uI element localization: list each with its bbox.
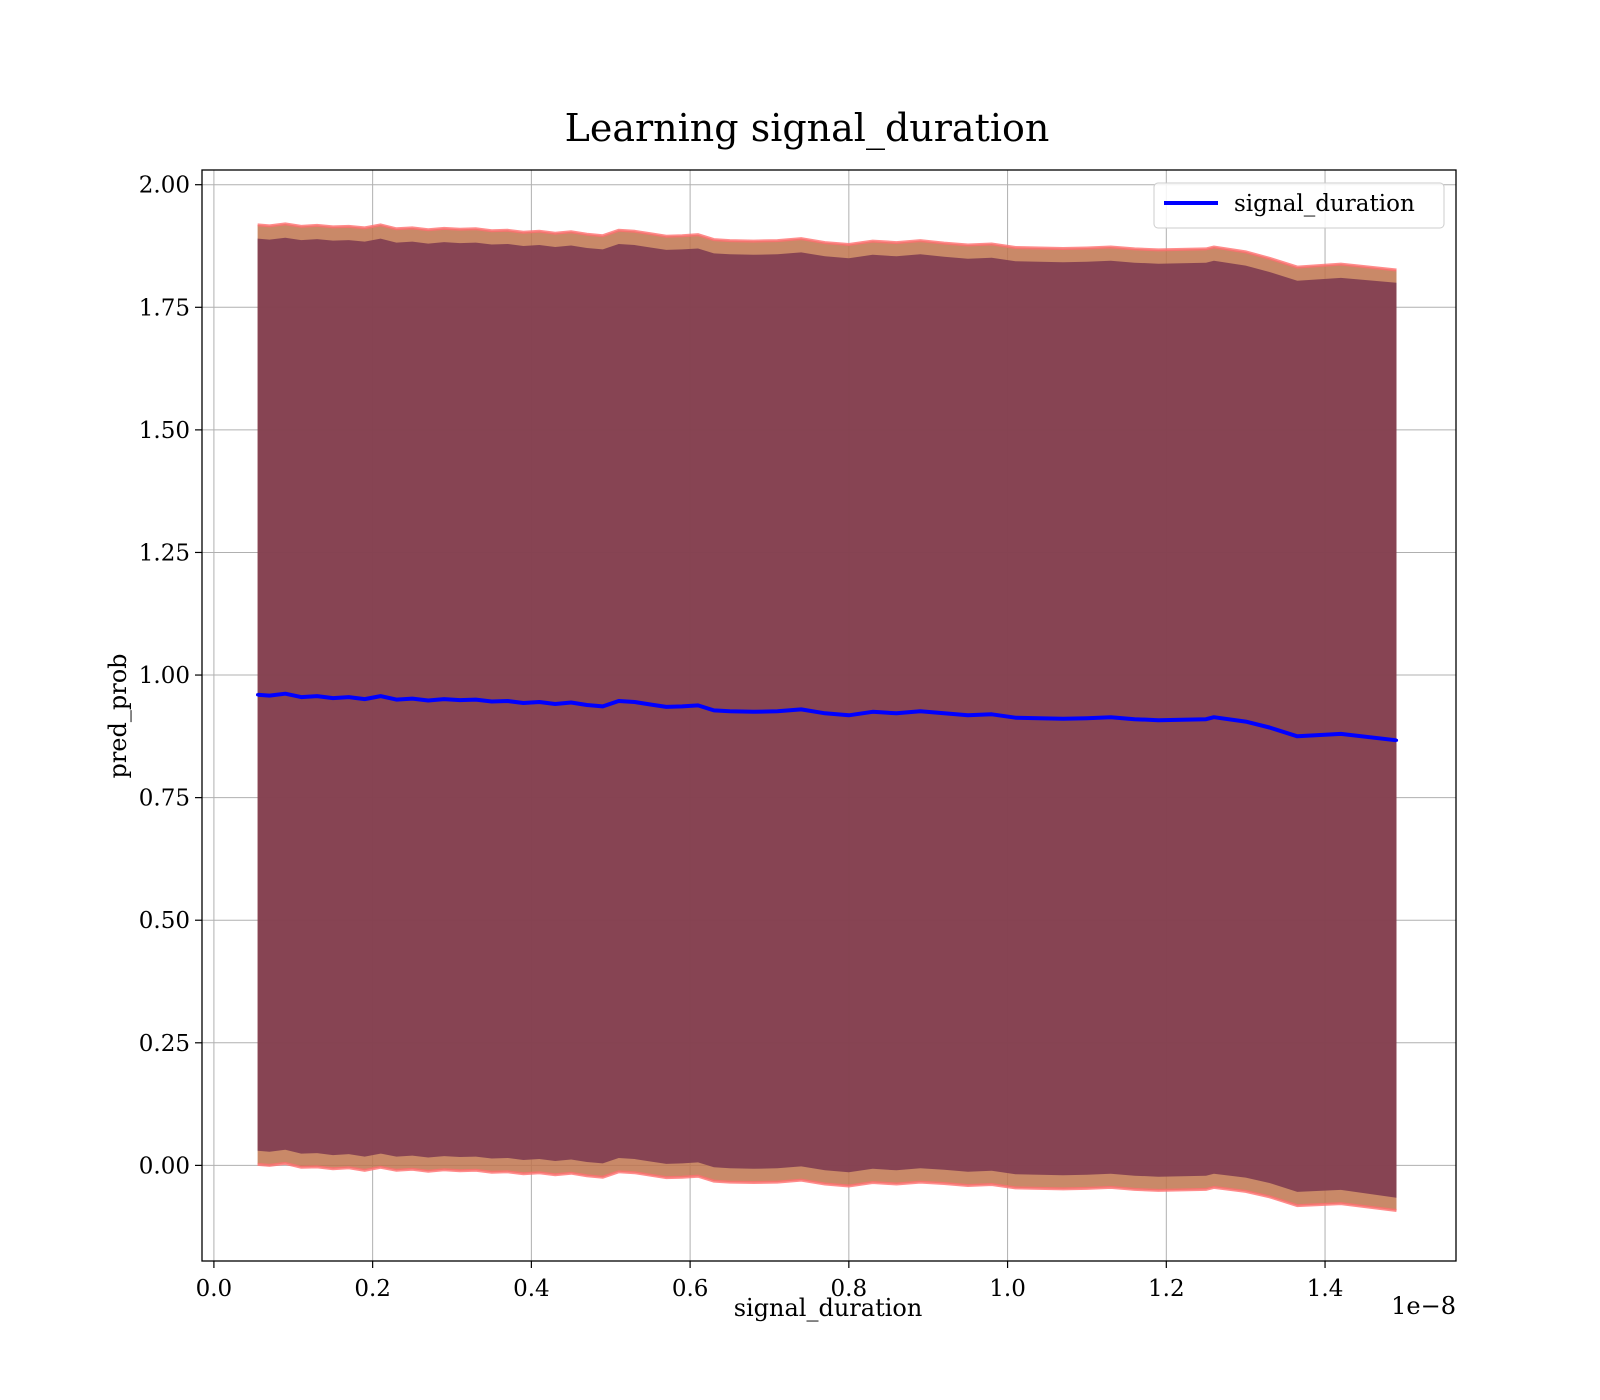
series-point bbox=[537, 700, 541, 704]
series-point bbox=[553, 702, 557, 706]
x-axis-offset-label: 1e−8 bbox=[1391, 1292, 1456, 1320]
x-tick-label: 1.0 bbox=[989, 1276, 1026, 1302]
y-tick-label: 0.50 bbox=[139, 908, 190, 934]
series-point bbox=[1156, 718, 1160, 722]
series-point bbox=[315, 694, 319, 698]
legend-label: signal_duration bbox=[1234, 191, 1415, 217]
series-point bbox=[601, 704, 605, 709]
series-point bbox=[775, 709, 780, 713]
series-point bbox=[823, 711, 827, 715]
legend: signal_duration bbox=[1153, 182, 1445, 229]
x-tick-label: 1.4 bbox=[1307, 1276, 1344, 1302]
series-point bbox=[299, 695, 303, 699]
y-tick-label: 1.50 bbox=[139, 418, 190, 444]
series-point bbox=[799, 707, 803, 712]
series-point bbox=[1037, 716, 1041, 720]
y-tick-label: 1.75 bbox=[139, 295, 190, 321]
y-tick-label: 1.00 bbox=[139, 663, 190, 689]
series-point bbox=[442, 697, 446, 701]
x-tick-label: 0.2 bbox=[354, 1276, 391, 1302]
y-tick-label: 0.00 bbox=[139, 1153, 190, 1179]
series-point bbox=[506, 699, 510, 703]
y-tick-label: 2.00 bbox=[139, 173, 190, 199]
series-point bbox=[990, 712, 994, 716]
series-point bbox=[363, 697, 367, 701]
series-point bbox=[712, 708, 716, 713]
series-lines bbox=[256, 691, 1399, 743]
inner-confidence-band bbox=[257, 237, 1397, 1198]
series-point bbox=[410, 697, 414, 701]
series-point bbox=[966, 713, 970, 717]
series-point bbox=[1339, 732, 1343, 736]
chart-title: Learning signal_duration bbox=[565, 106, 1050, 151]
series-point bbox=[1180, 718, 1184, 722]
outer-band-lower-edge bbox=[257, 1161, 1397, 1212]
series-point bbox=[728, 709, 732, 713]
x-axis-ticks: 0.0 0.2 0.4 0.6 0.8 1.0 1.2 1.4 bbox=[196, 1261, 1344, 1302]
plot-area-frame bbox=[201, 169, 1457, 1262]
series-point bbox=[283, 692, 287, 696]
series-point bbox=[1394, 738, 1399, 742]
series-point bbox=[918, 709, 922, 713]
confidence-bands bbox=[257, 222, 1397, 1212]
series-point bbox=[347, 695, 351, 699]
series-point bbox=[585, 703, 589, 707]
x-tick-label: 0.0 bbox=[196, 1276, 233, 1302]
series-point bbox=[521, 701, 526, 705]
y-axis-label: pred_prob bbox=[104, 653, 132, 778]
series-point bbox=[1085, 716, 1089, 720]
y-tick-label: 0.25 bbox=[139, 1031, 190, 1057]
series-point bbox=[871, 710, 875, 714]
series-point bbox=[752, 710, 756, 714]
series-point bbox=[331, 696, 335, 700]
x-tick-label: 1.2 bbox=[1148, 1276, 1185, 1302]
series-point bbox=[1061, 717, 1065, 721]
series-point bbox=[680, 704, 684, 709]
x-tick-label: 0.6 bbox=[672, 1276, 709, 1302]
series-point bbox=[569, 700, 573, 705]
series-point bbox=[458, 698, 462, 702]
series-point bbox=[942, 711, 946, 715]
series-point bbox=[1204, 717, 1208, 721]
series-point bbox=[474, 698, 478, 702]
x-axis-label: signal_duration bbox=[734, 1294, 923, 1322]
series-point bbox=[1267, 725, 1272, 730]
y-tick-label: 1.25 bbox=[139, 540, 190, 566]
series-point bbox=[648, 702, 653, 707]
series-point bbox=[379, 694, 383, 698]
outer-band-upper-edge bbox=[257, 222, 1397, 272]
series-point bbox=[617, 699, 621, 703]
series-point bbox=[696, 703, 700, 708]
series-point bbox=[1013, 716, 1018, 720]
series-point bbox=[1212, 715, 1216, 719]
legend-frame bbox=[1153, 182, 1445, 229]
series-point bbox=[894, 711, 899, 715]
series-point bbox=[426, 698, 430, 703]
series-point bbox=[490, 699, 494, 704]
series-point bbox=[1244, 720, 1248, 724]
x-tick-label: 0.4 bbox=[513, 1276, 550, 1302]
series-point bbox=[633, 700, 637, 704]
series-point bbox=[1133, 717, 1137, 721]
series-point bbox=[1109, 715, 1113, 719]
series-point bbox=[1295, 734, 1299, 738]
y-tick-label: 0.75 bbox=[139, 786, 190, 812]
x-tick-label: 0.8 bbox=[831, 1276, 868, 1302]
series-point bbox=[267, 694, 272, 698]
series-point bbox=[664, 705, 668, 709]
series-point bbox=[256, 693, 260, 697]
y-axis-ticks: 0.00 0.25 0.50 0.75 1.00 1.25 1.50 1.75 2.00 bbox=[139, 173, 202, 1179]
series-point bbox=[847, 713, 851, 717]
series-point bbox=[394, 698, 398, 702]
